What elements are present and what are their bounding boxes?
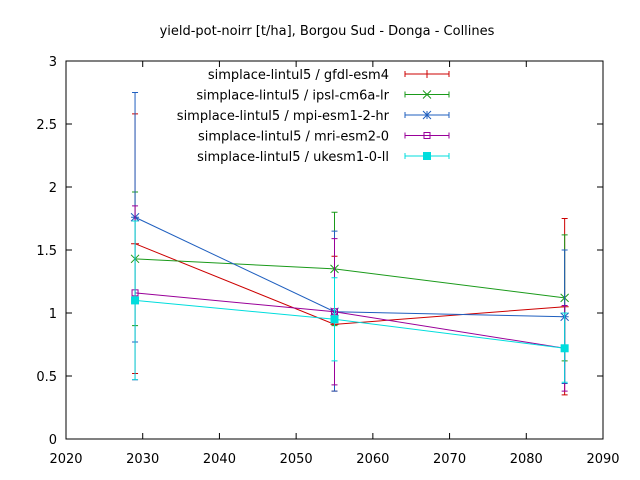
legend-label: simplace-lintul5 / mri-esm2-0 <box>198 130 389 145</box>
y-tick-label: 1 <box>49 307 57 322</box>
legend: simplace-lintul5 / gfdl-esm4 simplace-lin… <box>177 68 450 165</box>
series-line <box>134 216 565 318</box>
legend-label: simplace-lintul5 / ipsl-cm6a-lr <box>196 89 389 104</box>
x-tick-label: 2090 <box>586 452 619 467</box>
x-tick-label: 2050 <box>280 452 313 467</box>
x-tick-label: 2030 <box>126 452 159 467</box>
legend-entry: simplace-lintul5 / ipsl-cm6a-lr <box>196 89 450 104</box>
axes-layer: 0 0.5 1 1.5 2 2.5 3 2020 2030 2040 2050 2060 2070 208… <box>36 55 619 467</box>
legend-marker <box>423 152 431 160</box>
series-line <box>134 299 565 349</box>
series-layer <box>130 92 569 396</box>
x-tick-label: 2070 <box>433 452 466 467</box>
series-2 <box>130 191 569 362</box>
x-tick-label: 2060 <box>356 452 389 467</box>
y-tick-label: 2 <box>49 181 57 196</box>
y-tick-label: 0 <box>49 433 57 448</box>
data-point <box>131 296 140 305</box>
x-tick-label: 2080 <box>510 452 543 467</box>
legend-marker <box>423 70 431 78</box>
legend-swatch <box>404 132 450 139</box>
legend-marker <box>422 110 432 120</box>
series-4 <box>131 205 569 392</box>
data-point <box>560 344 569 353</box>
x-tick-label: 2020 <box>49 452 82 467</box>
y-tick-label: 0.5 <box>36 370 57 385</box>
chart-title: yield-pot-noirr [t/ha], Borgou Sud - Don… <box>160 24 495 39</box>
legend-entry: simplace-lintul5 / gfdl-esm4 <box>208 68 450 83</box>
legend-label: simplace-lintul5 / mpi-esm1-2-hr <box>177 109 390 124</box>
legend-marker <box>423 132 431 139</box>
data-point <box>330 315 339 324</box>
y-tick-label: 1.5 <box>36 244 57 259</box>
series-5 <box>131 220 569 383</box>
legend-entry: simplace-lintul5 / mpi-esm1-2-hr <box>177 109 450 124</box>
legend-label: simplace-lintul5 / ukesm1-0-ll <box>197 150 389 165</box>
series-line <box>135 258 565 299</box>
legend-entry: simplace-lintul5 / mri-esm2-0 <box>198 130 450 145</box>
y-tick-label: 2.5 <box>36 118 57 133</box>
legend-label: simplace-lintul5 / gfdl-esm4 <box>208 68 389 83</box>
legend-marker <box>422 90 432 99</box>
x-tick-label: 2040 <box>203 452 236 467</box>
y-tick-label: 3 <box>49 55 57 70</box>
legend-entry: simplace-lintul5 / ukesm1-0-ll <box>197 150 450 165</box>
